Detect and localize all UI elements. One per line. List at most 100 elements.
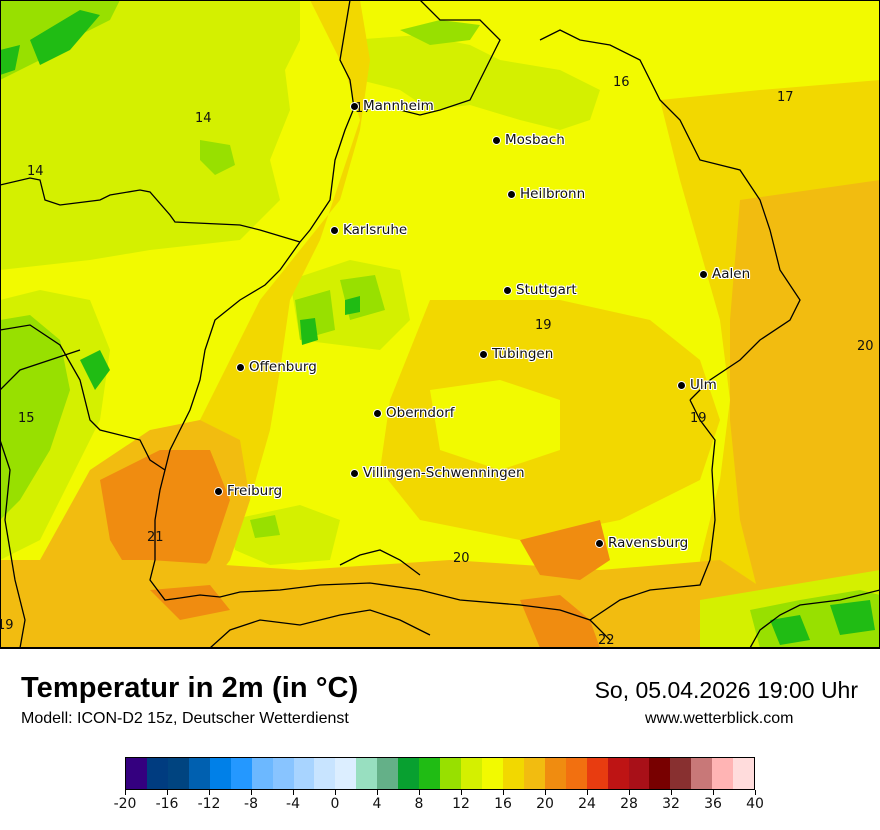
colorbar-tick-label: -16	[155, 796, 179, 812]
city-marker-stuttgart: Stuttgart	[503, 282, 577, 298]
colorbar-segment	[481, 758, 503, 789]
city-dot-icon	[677, 380, 686, 390]
city-marker-villingen-schwenningen: Villingen-Schwenningen	[350, 465, 525, 481]
temp-label: 20	[453, 551, 470, 566]
colorbar-tick	[334, 790, 336, 795]
colorbar-segment	[733, 758, 755, 789]
colorbar-tick-label: 16	[494, 796, 512, 812]
colorbar-segment	[272, 758, 294, 789]
colorbar-segment	[419, 758, 441, 789]
colorbar-tick	[376, 790, 378, 795]
city-name: Offenburg	[249, 359, 317, 375]
colorbar-segment	[691, 758, 713, 789]
temp-label: 19	[690, 411, 707, 426]
city-name: Ravensburg	[608, 535, 689, 551]
colorbar-segment	[335, 758, 357, 789]
colorbar-tick	[124, 790, 126, 795]
map-footer	[0, 649, 880, 830]
colorbar-tick	[754, 790, 756, 795]
colorbar-tick	[670, 790, 672, 795]
temp-label: 21	[147, 530, 164, 545]
colorbar-tick-label: 32	[662, 796, 680, 812]
colorbar-tick	[628, 790, 630, 795]
model-source: Modell: ICON-D2 15z, Deutscher Wetterdie…	[21, 710, 349, 727]
city-dot-icon	[350, 468, 359, 478]
city-marker-freiburg: Freiburg	[214, 483, 282, 499]
city-dot-icon	[236, 362, 245, 372]
city-dot-icon	[350, 101, 359, 111]
city-name: Villingen-Schwenningen	[363, 465, 525, 481]
colorbar-tick-label: -4	[286, 796, 300, 812]
colorbar-segment	[377, 758, 399, 789]
colorbar-tick	[712, 790, 714, 795]
colorbar-tick-label: 8	[414, 796, 424, 812]
colorbar-segment	[523, 758, 545, 789]
city-dot-icon	[492, 135, 501, 145]
city-name: Mannheim	[363, 98, 434, 114]
colorbar-segment	[356, 758, 378, 789]
temperature-field	[0, 0, 880, 648]
colorbar-tick	[250, 790, 252, 795]
colorbar-tick-label: -20	[113, 796, 137, 812]
colorbar-segment	[670, 758, 692, 789]
chart-title: Temperatur in 2m (in °C)	[21, 672, 359, 704]
city-marker-aalen: Aalen	[699, 266, 750, 282]
colorbar-tick	[166, 790, 168, 795]
city-name: Karlsruhe	[343, 222, 408, 238]
colorbar-ticks: -20 -16 -12 -8 -4 0 4 8 12 16 20 24 28 32 36 40	[114, 790, 764, 820]
city-dot-icon	[330, 225, 339, 235]
temp-label: 17	[777, 90, 794, 105]
colorbar-tick	[544, 790, 546, 795]
temperature-map: 14 14 16 17 17 19 20 15 19 21 20 19 22 M…	[0, 0, 880, 649]
colorbar-tick-label: 0	[330, 796, 340, 812]
colorbar-segment	[230, 758, 252, 789]
colorbar-segment	[293, 758, 315, 789]
city-name: Mosbach	[505, 132, 565, 148]
city-dot-icon	[373, 408, 382, 418]
temp-label: 16	[613, 75, 630, 90]
website-link[interactable]: www.wetterblick.com	[645, 710, 794, 727]
colorbar-segment	[251, 758, 273, 789]
city-name: Oberndorf	[386, 405, 455, 421]
city-name: Aalen	[712, 266, 751, 282]
colorbar-segment	[440, 758, 461, 789]
city-dot-icon	[503, 285, 512, 295]
colorbar-segment	[146, 758, 168, 789]
city-name: Heilbronn	[520, 186, 586, 202]
temp-label: 15	[18, 411, 35, 426]
temp-label: 17	[355, 101, 372, 116]
colorbar-tick-label: 12	[452, 796, 470, 812]
city-name: Stuttgart	[516, 282, 577, 298]
city-marker-oberndorf: Oberndorf	[373, 405, 455, 421]
city-marker-ravensburg: Ravensburg	[595, 535, 688, 551]
colorbar-tick	[208, 790, 210, 795]
city-marker-heilbronn: Heilbronn	[507, 186, 585, 202]
city-name: Ulm	[690, 377, 717, 393]
city-marker-mosbach: Mosbach	[492, 132, 565, 148]
colorbar-segment	[628, 758, 650, 789]
colorbar-segment	[461, 758, 482, 789]
colorbar-tick	[586, 790, 588, 795]
city-marker-karlsruhe: Karlsruhe	[330, 222, 407, 238]
colorbar-segment	[209, 758, 231, 789]
temp-label: 22	[598, 633, 615, 648]
temp-label: 14	[27, 164, 44, 179]
city-name: Tübingen	[492, 346, 554, 362]
city-dot-icon	[595, 538, 604, 548]
city-dot-icon	[479, 349, 488, 359]
colorbar-segment	[398, 758, 420, 789]
city-marker-offenburg: Offenburg	[236, 359, 317, 375]
colorbar-segment	[314, 758, 336, 789]
colorbar-tick-label: 4	[372, 796, 382, 812]
colorbar-segment	[712, 758, 734, 789]
colorbar-segment	[649, 758, 671, 789]
colorbar-segment	[586, 758, 608, 789]
colorbar-segment	[188, 758, 210, 789]
city-dot-icon	[214, 486, 223, 496]
temp-label: 19	[535, 318, 552, 333]
temp-label: 20	[857, 339, 874, 354]
valid-datetime: So, 05.04.2026 19:00 Uhr	[594, 677, 858, 703]
colorbar-segment	[502, 758, 524, 789]
city-marker-ulm: Ulm	[677, 377, 717, 393]
colorbar-segment	[544, 758, 566, 789]
